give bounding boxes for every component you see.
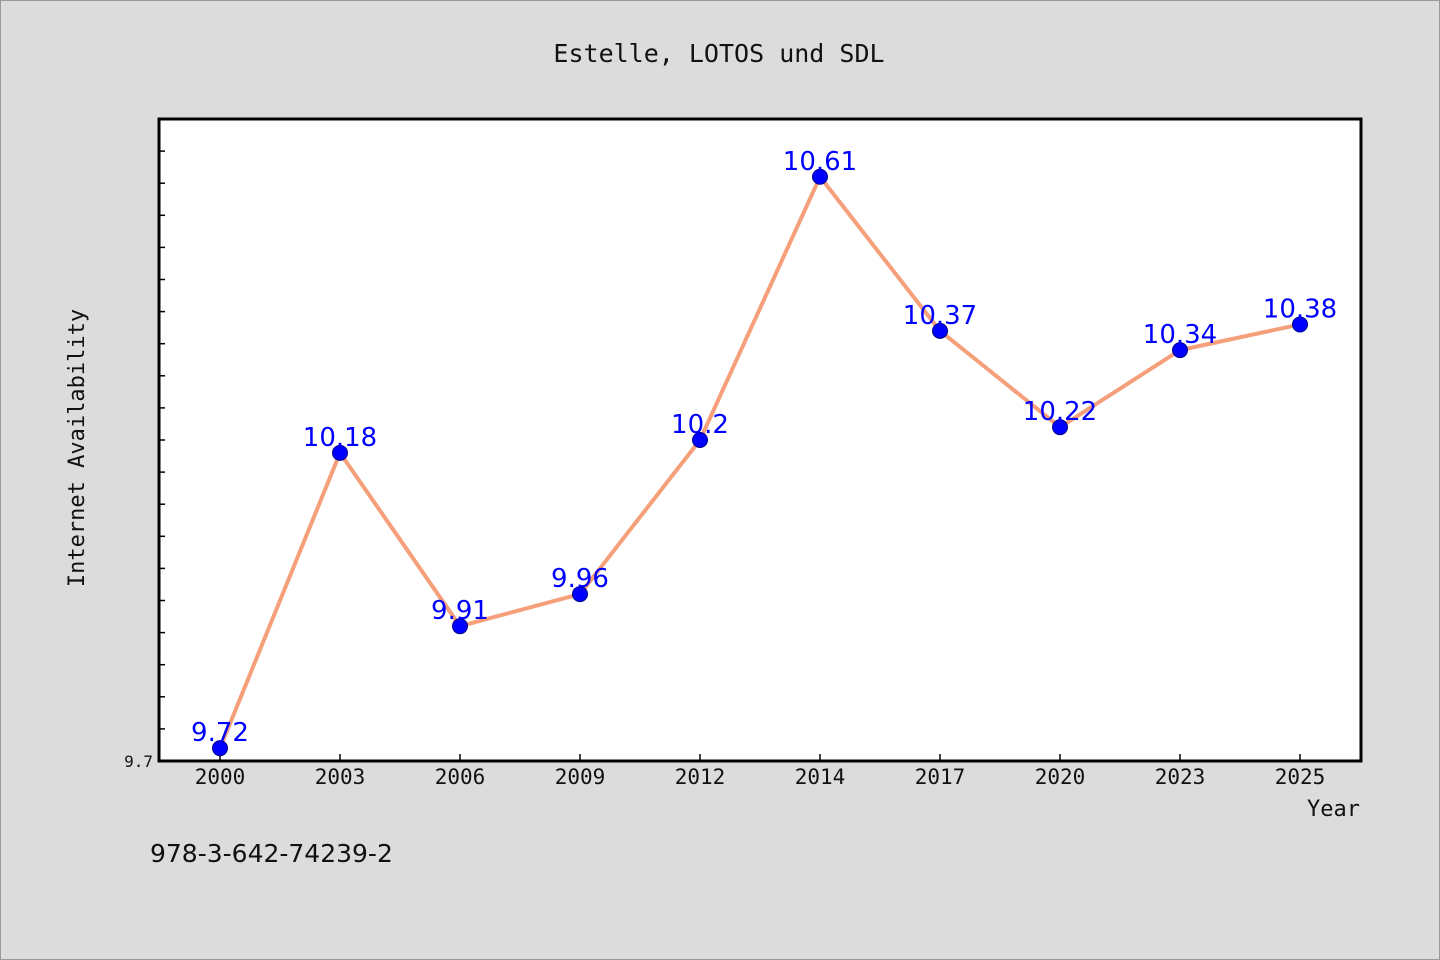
- data-labels: 9.72 10.18 9.91 9.96 10.2 10.61 10.37 10.22 10.3…: [191, 147, 1337, 748]
- data-label: 10.2: [671, 410, 729, 440]
- data-label: 10.37: [903, 301, 977, 331]
- data-point: [1172, 342, 1188, 359]
- data-label: 9.96: [551, 564, 609, 594]
- data-point: [1292, 316, 1308, 333]
- data-point: [212, 740, 228, 757]
- data-label: 10.18: [303, 423, 377, 453]
- data-point: [932, 322, 948, 339]
- data-point: [572, 586, 588, 603]
- x-tick-label: 2012: [675, 765, 726, 789]
- data-point: [1052, 419, 1068, 436]
- data-label: 9.72: [191, 718, 249, 748]
- plot-area: [157, 117, 1363, 763]
- data-label: 10.61: [783, 147, 857, 177]
- x-tick-label: 2006: [435, 765, 486, 789]
- data-label: 10.34: [1143, 320, 1217, 350]
- series-line: [218, 174, 1301, 749]
- data-label: 10.38: [1263, 294, 1337, 324]
- data-label: 9.91: [431, 596, 489, 626]
- x-axis-label: Year: [1307, 797, 1360, 822]
- x-tick-label: 2000: [195, 765, 246, 789]
- chart-title: Estelle, LOTOS und SDL: [553, 39, 884, 68]
- data-label: 10.22: [1023, 397, 1097, 427]
- x-axis-ticks: 2000 2003 2006 2009 2012 2014 2017 2020 2023 2025: [195, 754, 1326, 789]
- x-tick-label: 2025: [1275, 765, 1326, 789]
- data-point: [812, 168, 828, 185]
- data-point: [692, 432, 708, 448]
- y-axis-ticks: 9.7: [124, 118, 165, 771]
- x-tick-label: 2017: [915, 765, 966, 789]
- x-tick-label: 2014: [795, 765, 846, 789]
- footnote-isbn: 978-3-642-74239-2: [150, 839, 393, 868]
- data-point: [332, 444, 348, 461]
- series-markers: [212, 168, 1308, 757]
- data-point: [452, 618, 468, 635]
- x-tick-label: 2003: [315, 765, 366, 789]
- x-tick-label: 2023: [1155, 765, 1206, 789]
- y-axis-label: Internet Availability: [65, 309, 90, 587]
- y-tick-label: 9.7: [124, 752, 153, 771]
- x-tick-label: 2009: [555, 765, 606, 789]
- x-tick-label: 2020: [1035, 765, 1086, 789]
